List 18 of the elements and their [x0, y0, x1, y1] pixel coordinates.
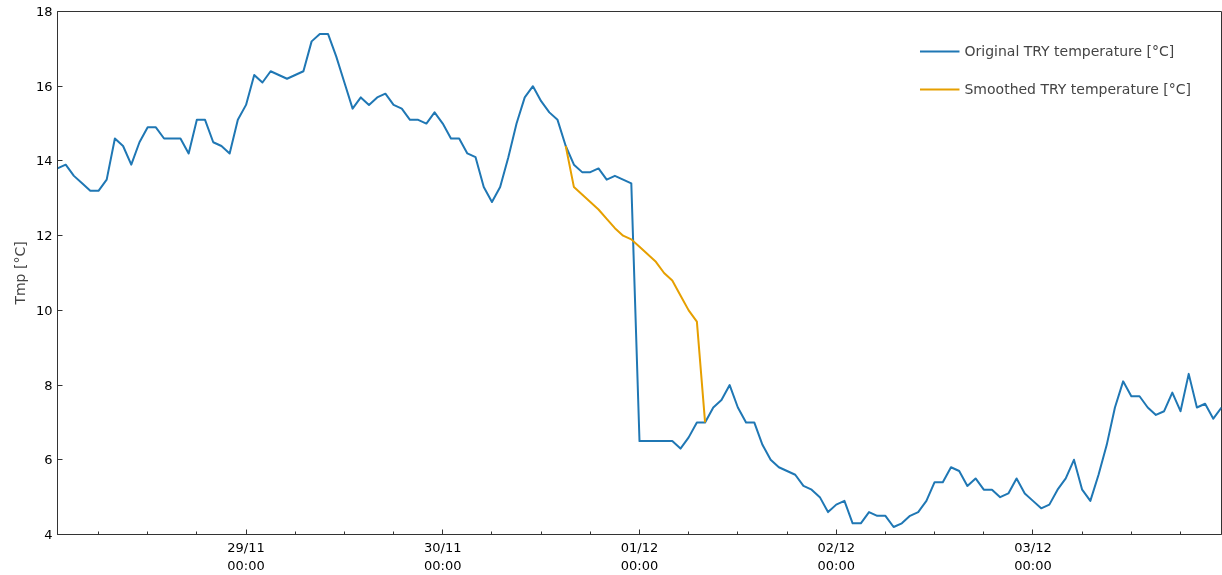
y-tick-label: 14: [35, 153, 53, 169]
line-series: [564, 144, 707, 424]
y-tick-label: 16: [35, 78, 53, 94]
line-series: [57, 32, 1222, 529]
y-tick-label: 12: [35, 228, 53, 244]
y-tick-label: 10: [35, 302, 53, 318]
y-tick-label: 4: [44, 527, 53, 542]
x-tick-label: 01/12 00:00: [620, 539, 659, 573]
y-axis-title: Tmp [°C]: [11, 241, 28, 306]
x-tick-label: 29/11 00:00: [227, 539, 265, 573]
legend-label: Smoothed TRY temperature [°C]: [964, 81, 1191, 97]
y-tick-label: 18: [35, 4, 53, 19]
x-tick-label: 03/12 00:00: [1014, 539, 1052, 573]
legend-label: Original TRY temperature [°C]: [964, 43, 1175, 59]
x-tick-label: 30/11 00:00: [424, 539, 462, 573]
y-tick-label: 6: [44, 452, 53, 468]
y-tick-label: 8: [44, 377, 53, 393]
x-tick-label: 02/12 00:00: [817, 539, 855, 573]
